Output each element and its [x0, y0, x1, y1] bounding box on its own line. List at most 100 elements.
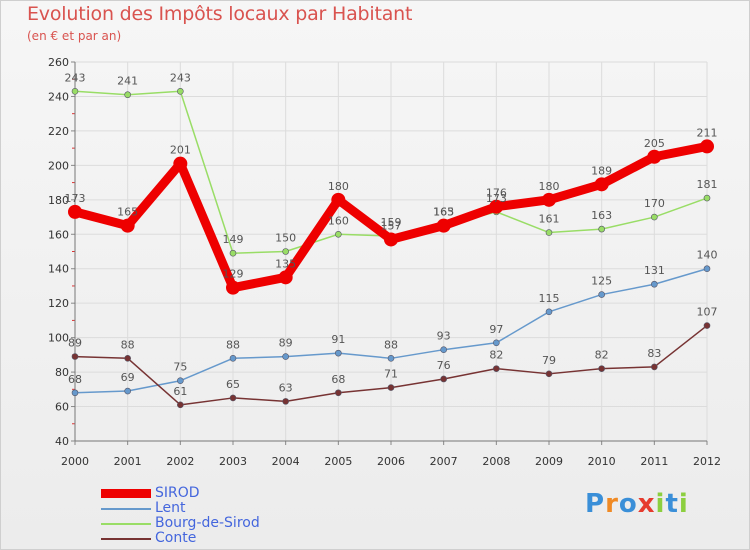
data-point-conte	[71, 353, 79, 360]
legend-label-bourg: Bourg-de-Sirod	[155, 515, 260, 531]
data-point-sirod	[542, 192, 556, 207]
data-label-conte: 79	[542, 354, 556, 367]
x-tick-label: 2003	[219, 455, 247, 468]
data-label-lent: 140	[697, 249, 718, 262]
data-point-sirod	[120, 218, 135, 233]
data-label-conte: 68	[331, 373, 345, 386]
data-point-sirod	[700, 139, 714, 154]
y-tick-label: 80	[55, 366, 69, 379]
data-point-bourg	[124, 91, 131, 99]
data-point-lent	[545, 308, 553, 316]
data-point-sirod	[489, 199, 504, 214]
data-point-lent	[177, 377, 184, 385]
data-label-conte: 63	[279, 381, 293, 394]
legend-item-lent: Lent	[101, 501, 260, 516]
data-label-conte: 76	[437, 359, 451, 372]
data-point-lent	[703, 265, 711, 273]
data-label-sirod: 165	[433, 206, 454, 219]
y-tick-label: 100	[48, 332, 69, 345]
data-label-lent: 131	[644, 264, 665, 277]
data-point-lent	[71, 389, 79, 397]
data-point-bourg	[703, 194, 711, 202]
data-label-lent: 91	[331, 333, 345, 346]
legend-label-lent: Lent	[155, 500, 186, 516]
data-point-sirod	[226, 280, 240, 295]
data-label-sirod: 189	[591, 164, 612, 177]
data-point-bourg	[598, 225, 605, 233]
data-point-sirod	[647, 149, 662, 164]
data-label-bourg: 243	[65, 71, 86, 84]
data-label-sirod: 157	[381, 219, 402, 232]
y-tick-label: 160	[48, 228, 69, 241]
y-tick-label: 60	[55, 401, 69, 414]
x-tick-label: 2001	[114, 455, 142, 468]
data-label-bourg: 181	[697, 178, 718, 191]
logo-letter: i	[655, 489, 666, 519]
data-point-conte	[177, 401, 184, 409]
data-label-conte: 71	[384, 368, 398, 381]
data-label-lent: 88	[384, 338, 398, 351]
data-label-bourg: 161	[539, 213, 560, 226]
data-label-lent: 93	[437, 330, 451, 343]
data-label-bourg: 163	[433, 206, 454, 219]
data-point-conte	[545, 370, 553, 378]
data-point-bourg	[282, 248, 289, 255]
legend-swatch-conte	[101, 537, 151, 540]
data-point-conte	[703, 322, 711, 329]
data-labels: 173 165 201 129 135 180 157 165 176 180 189 205 211 6…	[65, 71, 718, 398]
data-point-conte	[493, 365, 500, 372]
data-point-sirod	[331, 192, 346, 207]
chart-title: Evolution des Impôts locaux par Habitant	[27, 3, 413, 25]
legend: SIROD Lent Bourg-de-Sirod Conte	[101, 486, 260, 546]
logo-letter: o	[618, 489, 638, 519]
data-point-sirod	[173, 156, 188, 171]
legend-item-sirod: SIROD	[101, 486, 260, 501]
x-tick-label: 2009	[535, 455, 563, 468]
data-label-lent: 68	[68, 373, 82, 386]
series-lines	[68, 87, 714, 409]
data-point-sirod	[278, 270, 293, 285]
x-tick-label: 2007	[430, 455, 458, 468]
data-point-lent	[651, 280, 658, 288]
data-label-sirod: 135	[275, 257, 296, 270]
data-label-lent: 89	[279, 337, 293, 350]
data-point-conte	[651, 363, 658, 371]
x-tick-label: 2008	[482, 455, 510, 468]
y-tick-label: 260	[48, 56, 69, 69]
data-point-conte	[282, 398, 289, 405]
data-point-sirod	[68, 204, 82, 219]
data-label-bourg: 149	[223, 233, 244, 246]
data-point-lent	[440, 346, 447, 353]
data-point-lent	[387, 355, 395, 362]
chart-subtitle: (en € et par an)	[27, 29, 122, 43]
data-label-sirod: 201	[170, 144, 191, 157]
x-tick-label: 2002	[166, 455, 194, 468]
data-label-sirod: 205	[644, 137, 665, 150]
data-label-bourg: 243	[170, 71, 191, 84]
data-label-lent: 75	[173, 361, 187, 374]
data-label-conte: 89	[68, 337, 82, 350]
legend-swatch-bourg	[101, 522, 151, 525]
y-tick-label: 140	[48, 263, 69, 276]
data-label-conte: 82	[489, 349, 503, 362]
data-label-lent: 115	[539, 292, 560, 305]
x-tick-label: 2004	[272, 455, 300, 468]
y-tick-label: 180	[48, 194, 69, 207]
legend-item-bourg: Bourg-de-Sirod	[101, 516, 260, 531]
logo-letter: P	[585, 489, 606, 519]
data-label-lent: 97	[489, 323, 503, 336]
data-point-bourg	[651, 213, 658, 221]
data-point-bourg	[545, 229, 553, 236]
grid-lines	[74, 61, 708, 442]
data-label-lent: 69	[121, 371, 135, 384]
logo-letter: r	[605, 489, 619, 519]
data-point-conte	[440, 375, 447, 383]
y-tick-label: 240	[48, 90, 69, 103]
y-tick-label: 220	[48, 125, 69, 138]
data-label-conte: 107	[697, 306, 718, 319]
data-label-conte: 88	[121, 338, 135, 351]
x-tick-label: 2010	[588, 455, 616, 468]
data-label-bourg: 241	[117, 75, 138, 88]
legend-swatch-sirod	[101, 489, 151, 498]
